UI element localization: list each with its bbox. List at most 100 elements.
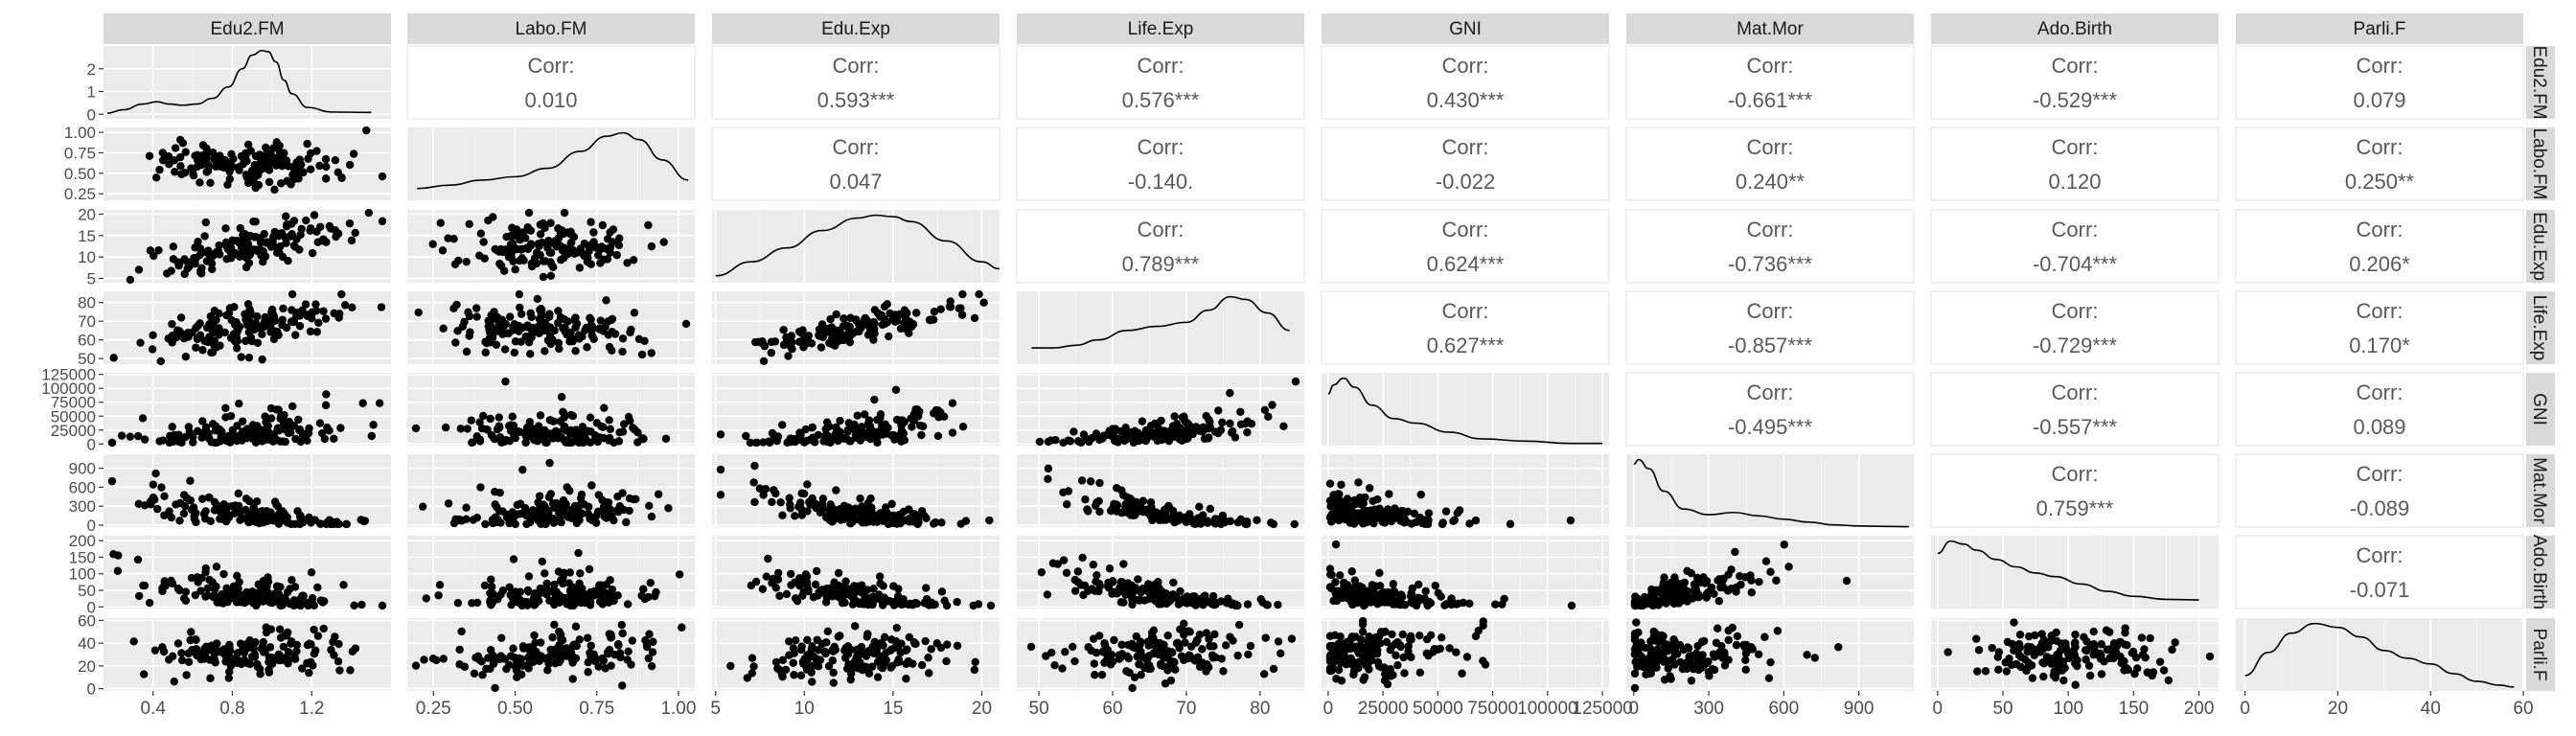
y-tick-label: 0.75 [64, 144, 96, 162]
scatter-point [414, 308, 423, 317]
corr-value: 0.170* [2349, 334, 2410, 357]
scatter-point [1773, 627, 1782, 635]
scatter-point [1199, 515, 1208, 524]
scatter-point [109, 550, 118, 559]
scatter-point [834, 632, 842, 641]
scatter-point [487, 583, 496, 591]
scatter-point [584, 253, 592, 262]
scatter-point [234, 489, 243, 498]
scatter-point [259, 642, 267, 651]
scatter-point [2023, 642, 2033, 652]
scatter-point [436, 218, 446, 227]
scatter-point [193, 334, 202, 344]
scatter-point [1327, 666, 1336, 675]
scatter-point [1365, 484, 1374, 493]
scatter-point [576, 244, 586, 253]
corr-value: -0.729*** [2033, 334, 2118, 357]
scatter-point [475, 418, 484, 426]
scatter-point [1447, 600, 1456, 610]
scatter-point [295, 426, 304, 435]
corr-panel [1930, 126, 2220, 201]
scatter-point [515, 510, 523, 518]
scatter-point [764, 554, 772, 564]
scatter-point [1741, 665, 1750, 675]
scatter-point [1058, 664, 1067, 673]
scatter-point [438, 246, 448, 255]
scatter-point [1683, 566, 1691, 576]
scatter-point [617, 620, 626, 630]
scatter-point [1134, 595, 1143, 605]
corr-label: Corr: [1747, 380, 1794, 404]
scatter-point [215, 310, 223, 318]
scatter-point [428, 240, 437, 248]
scatter-point [428, 655, 438, 663]
scatter-point [1368, 581, 1377, 589]
scatter-point [618, 334, 628, 343]
scatter-point [154, 245, 163, 255]
scatter-point [532, 592, 541, 601]
scatter-point [645, 630, 654, 638]
scatter-point [1459, 598, 1468, 608]
scatter-point [2121, 629, 2129, 637]
scatter-point [1128, 683, 1137, 693]
scatter-point [1332, 675, 1341, 683]
scatter-point [1059, 556, 1069, 564]
scatter-point [1506, 519, 1515, 529]
scatter-point [1131, 511, 1139, 519]
scatter-point [789, 658, 797, 667]
scatter-point [825, 338, 834, 348]
scatter-point [334, 229, 343, 238]
scatter-point [158, 149, 167, 157]
scatter-point [494, 422, 503, 430]
scatter-point [629, 256, 638, 264]
scatter-point [1156, 638, 1164, 648]
scatter-point [275, 426, 284, 435]
corr-value: -0.557*** [2033, 415, 2118, 439]
scatter-point [239, 159, 247, 169]
scatter-point [1261, 633, 1270, 642]
matrix-cell: Corr:-0.022 [1321, 126, 1610, 201]
scatter-point [1368, 496, 1377, 506]
scatter-point [790, 649, 798, 657]
scatter-point [628, 636, 637, 645]
scatter-point [196, 178, 204, 187]
scatter-point [796, 645, 806, 655]
scatter-point [1113, 500, 1122, 510]
corr-panel [2235, 453, 2524, 528]
scatter-point [1263, 601, 1272, 610]
scatter-point [193, 426, 202, 436]
scatter-point [493, 502, 501, 512]
scatter-point [1092, 429, 1101, 438]
scatter-point [151, 469, 160, 478]
scatter-point [1167, 648, 1176, 656]
scatter-point [311, 300, 320, 309]
scatter-point [816, 332, 825, 341]
scatter-point [859, 600, 868, 609]
scatter-point [493, 518, 502, 527]
scatter-point [1137, 670, 1145, 679]
scatter-point [975, 289, 983, 299]
corr-label: Corr: [1138, 135, 1184, 159]
scatter-point [869, 585, 878, 593]
scatter-point [578, 333, 586, 341]
scatter-point [476, 229, 486, 238]
scatter-point [1161, 651, 1170, 659]
scatter-point [1241, 519, 1251, 529]
scatter-point [1211, 600, 1220, 610]
scatter-point [234, 593, 243, 602]
density-panel [1931, 536, 2219, 609]
scatter-point [1694, 665, 1703, 675]
scatter-point [554, 567, 564, 576]
matrix-cell [712, 536, 1000, 610]
scatter-point [1123, 652, 1132, 661]
scatter-point [303, 436, 311, 446]
scatter-point [802, 665, 812, 674]
scatter-point [378, 217, 387, 226]
scatter-point [509, 555, 518, 564]
scatter-point [232, 317, 241, 327]
scatter-point [186, 476, 195, 485]
scatter-point [1667, 578, 1675, 587]
scatter-point [778, 672, 787, 681]
scatter-point [246, 147, 255, 155]
scatter-point [247, 653, 257, 661]
